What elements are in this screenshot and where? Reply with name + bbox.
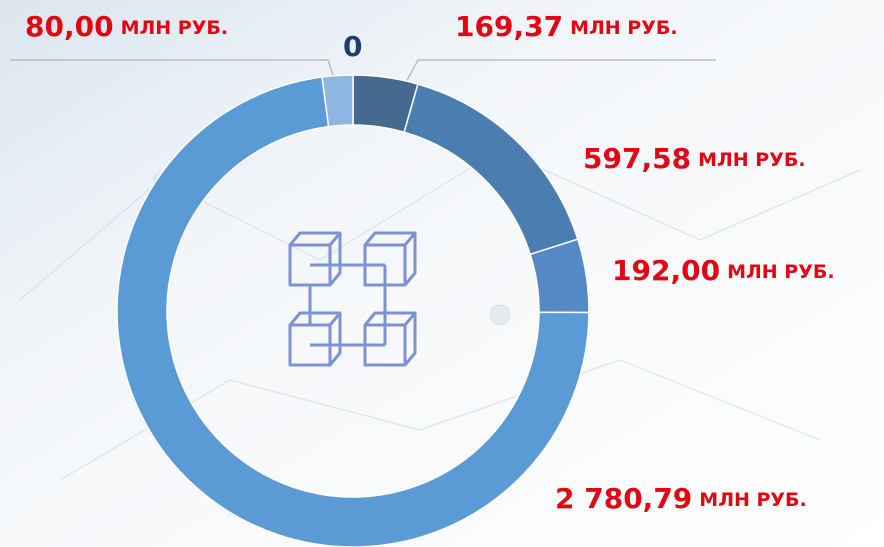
data-label: 80,00 МЛН РУБ. [25,10,228,43]
label-value: 0 [343,30,362,63]
label-value: 80,00 [25,10,114,43]
label-unit: МЛН РУБ. [699,489,806,511]
label-value: 2 780,79 [555,482,692,515]
label-unit: МЛН РУБ. [570,17,677,39]
data-label: 597,58 МЛН РУБ. [583,142,806,175]
data-label: 169,37 МЛН РУБ. [455,10,678,43]
data-label: 2 780,79 МЛН РУБ. [555,482,807,515]
leader-lines [10,59,716,87]
donut-segment [321,74,354,128]
donut [116,74,590,547]
label-value: 169,37 [455,10,563,43]
data-label: 192,00 МЛН РУБ. [612,254,835,287]
label-value: 597,58 [583,142,691,175]
data-label: 0 [343,30,362,63]
label-unit: МЛН РУБ. [698,149,805,171]
blockchain-icon [288,231,417,367]
donut-segment [116,76,590,547]
label-value: 192,00 [612,254,720,287]
label-unit: МЛН РУБ. [121,17,228,39]
label-unit: МЛН РУБ. [727,261,834,283]
